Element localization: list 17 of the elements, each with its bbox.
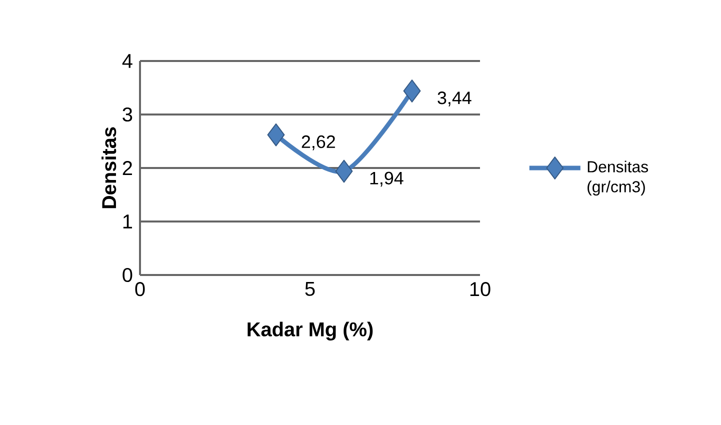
y-tick-label: 3 <box>122 107 132 122</box>
y-tick-label: 4 <box>122 54 132 68</box>
x-tick-label: 0 <box>135 282 145 296</box>
point <box>335 160 353 183</box>
y-tick-label: 1 <box>123 214 132 228</box>
y-tick-label: 0 <box>122 268 132 282</box>
legend-label: Densitas (gr/cm3) <box>588 160 648 196</box>
y-axis-title: Densitas <box>102 127 116 208</box>
data-label: 1,94 <box>370 172 404 187</box>
data-label: 3,44 <box>438 92 472 106</box>
data-label: 2,62 <box>302 135 335 150</box>
x-tick-label: 10 <box>470 282 490 296</box>
x-axis-title: Kadar Mg (%) <box>248 322 373 340</box>
x-tick-label: 5 <box>305 282 315 296</box>
y-tick-label: 2 <box>122 161 132 175</box>
point <box>403 80 421 102</box>
point <box>267 123 285 146</box>
